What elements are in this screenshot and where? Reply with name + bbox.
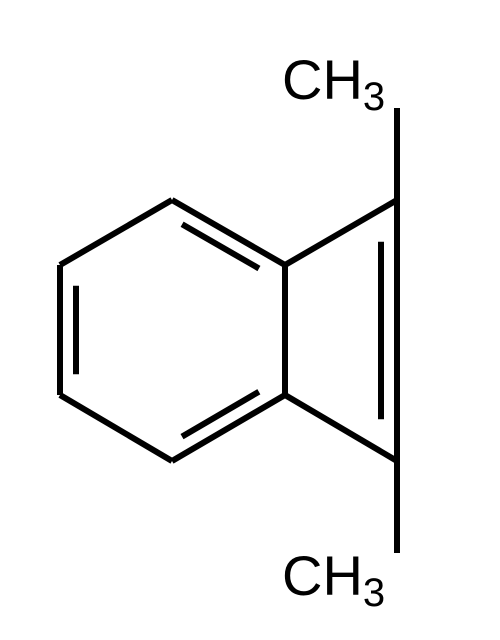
chemical-structure-diagram: CH3CH3 [0, 0, 500, 640]
